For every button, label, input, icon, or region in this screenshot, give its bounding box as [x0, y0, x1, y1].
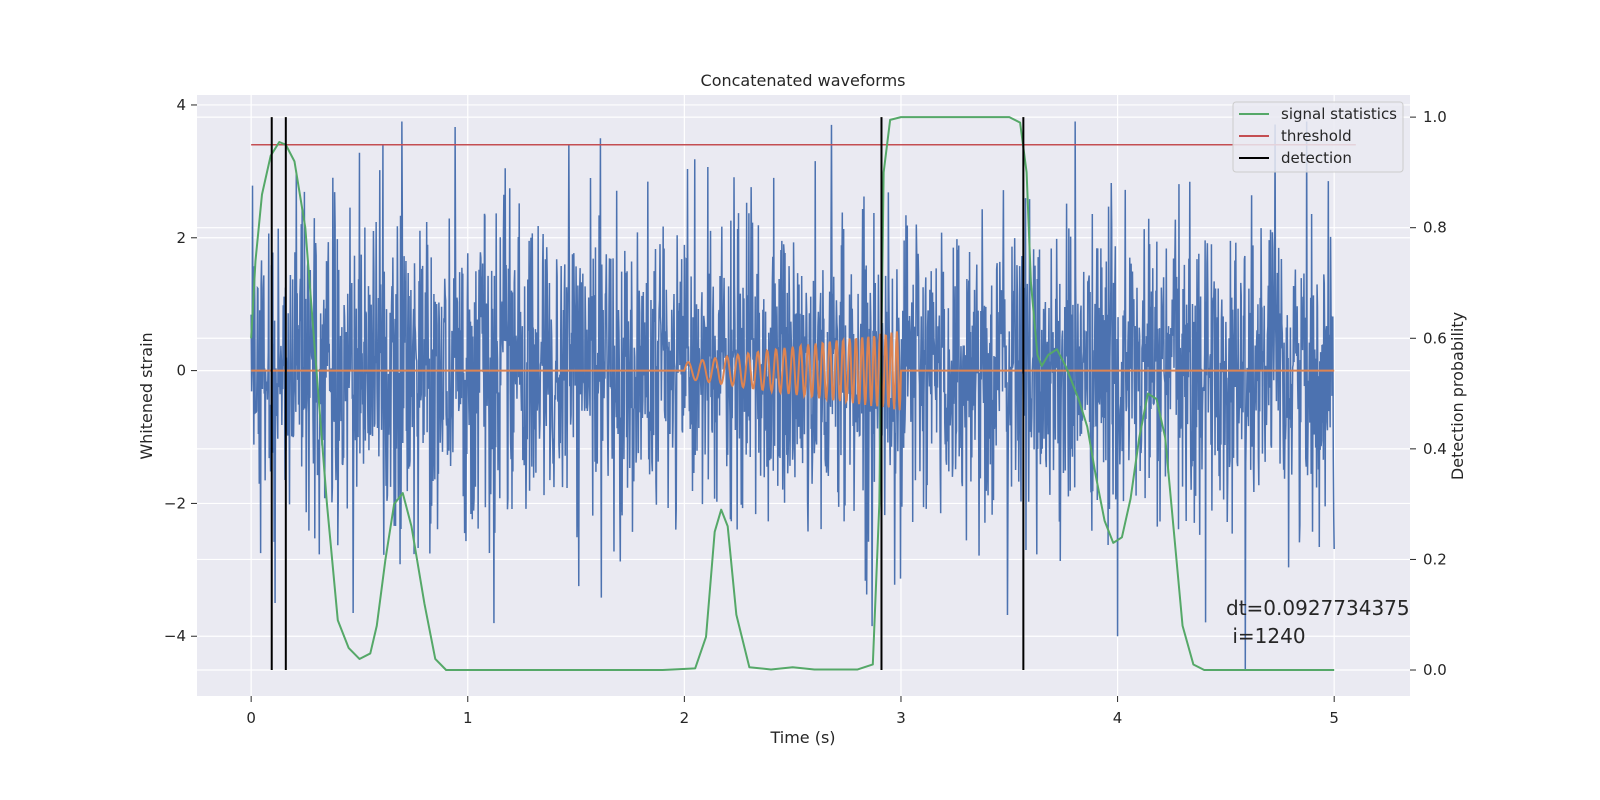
y2-tick-label: 0.2 [1423, 550, 1447, 568]
x-axis-label: Time (s) [769, 728, 835, 747]
legend-label-signal-statistics: signal statistics [1281, 105, 1397, 123]
x-tick-label: 5 [1329, 709, 1339, 727]
y2-axis-label: Detection probability [1448, 312, 1467, 480]
strain-series [250, 121, 1335, 670]
x-tick-label: 0 [246, 709, 256, 727]
y2-tick-label: 0.0 [1423, 661, 1447, 679]
legend-label-detection: detection [1281, 149, 1352, 167]
y2-tick-label: 0.8 [1423, 219, 1447, 237]
legend: signal statistics threshold detection [1232, 101, 1404, 173]
signal-statistics-line [250, 116, 1335, 672]
detection-series [270, 117, 1025, 671]
y2-tick-label: 0.4 [1423, 440, 1447, 458]
chart-title: Concatenated waveforms [701, 71, 906, 90]
y-tick-label: 2 [176, 229, 186, 247]
annotation-index: i=1240 [1226, 624, 1306, 648]
x-tick-label: 3 [896, 709, 906, 727]
y-axis-label: Whitened strain [137, 332, 156, 459]
injected-waveform-line [251, 331, 1335, 411]
signal-statistics-series [250, 116, 1335, 672]
legend-label-threshold: threshold [1281, 127, 1352, 145]
y-tick-label: −2 [164, 494, 186, 512]
x-tick-label: 4 [1113, 709, 1123, 727]
injected-waveform-series [251, 331, 1335, 411]
y-tick-label: 4 [176, 96, 186, 114]
annotation-dt: dt=0.0927734375 [1226, 596, 1410, 620]
x-tick-label: 1 [463, 709, 473, 727]
legend-box [1232, 101, 1404, 173]
y2-tick-label: 1.0 [1423, 108, 1447, 126]
strain-line [250, 121, 1335, 670]
x-tick-label: 2 [680, 709, 690, 727]
y-tick-label: −4 [164, 627, 186, 645]
y2-tick-label: 0.6 [1423, 329, 1447, 347]
axes: 0 1 2 3 4 5 −4 −2 0 2 4 0.0 0.2 0.4 0.6 0.8 1.0 [164, 96, 1447, 727]
y-tick-label: 0 [176, 362, 186, 380]
